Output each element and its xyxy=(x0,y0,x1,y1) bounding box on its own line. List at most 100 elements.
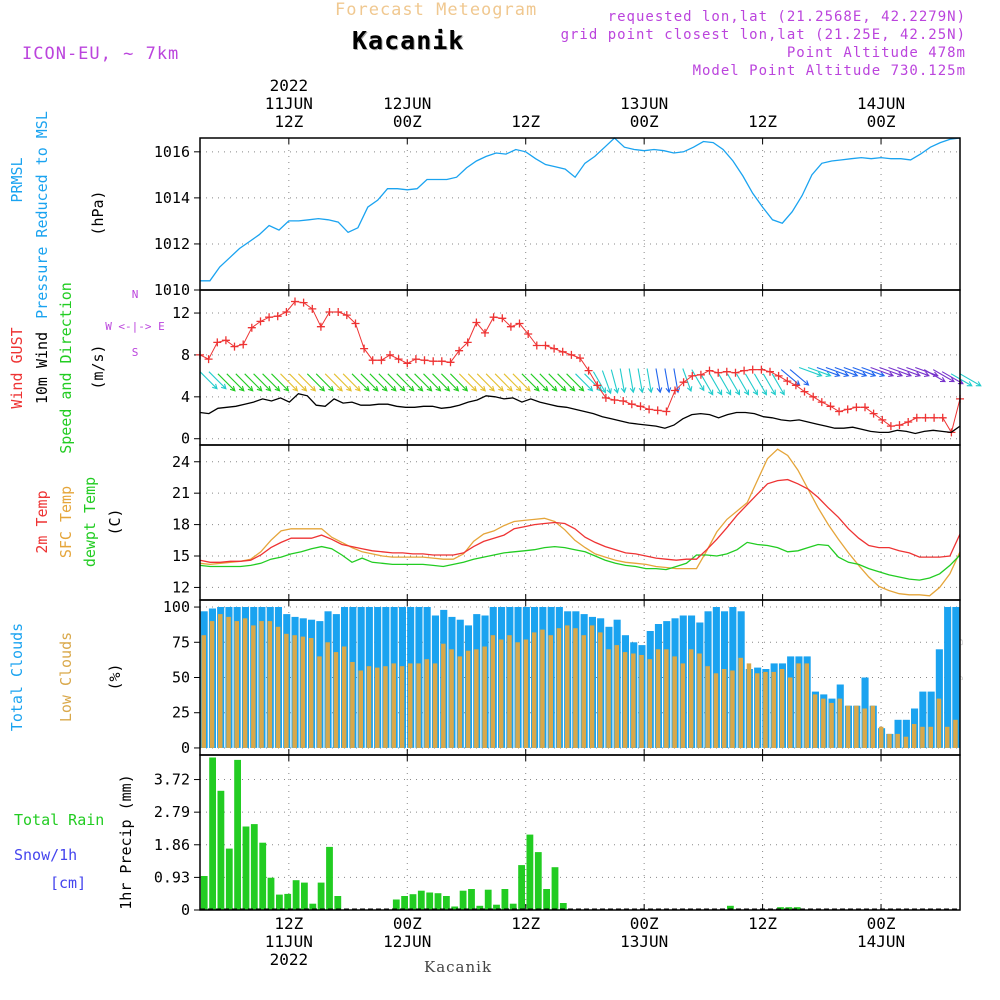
low-clouds-bar xyxy=(763,671,768,748)
low-clouds-bar xyxy=(903,736,909,748)
ytick-label-clouds: 25 xyxy=(172,704,190,722)
ytick-label-clouds: 50 xyxy=(172,669,190,687)
rain-bar xyxy=(476,905,484,910)
top-time-label: 11JUN xyxy=(265,94,313,113)
wind-direction-arrow xyxy=(879,366,904,378)
gust-marker xyxy=(878,415,887,424)
low-clouds-bar xyxy=(416,663,421,748)
top-time-label: 00Z xyxy=(393,112,422,131)
low-clouds-bar xyxy=(432,663,438,748)
gust-marker xyxy=(368,356,377,365)
low-clouds-bar xyxy=(598,632,603,748)
low-clouds-bar xyxy=(457,656,463,748)
wind-direction-arrow xyxy=(539,373,558,392)
wind-direction-arrow xyxy=(789,369,810,386)
low-clouds-bar xyxy=(515,642,520,748)
gust-marker xyxy=(256,317,265,326)
low-clouds-bar xyxy=(391,663,396,748)
low-clouds-bar xyxy=(325,642,330,748)
label-10m-wind: 10m Wind xyxy=(33,332,51,404)
bottom-time-label: 12Z xyxy=(274,914,303,933)
wind-direction-arrow xyxy=(566,373,585,392)
low-clouds-bar xyxy=(201,635,206,748)
low-clouds-bar xyxy=(920,726,925,748)
info-line-1: requested lon,lat (21.2568E, 42.2279N) xyxy=(607,9,966,25)
label-wind-gust: Wind GUST xyxy=(8,327,26,408)
gust-marker xyxy=(291,297,299,306)
low-clouds-bar xyxy=(482,646,487,748)
low-clouds-bar xyxy=(399,666,405,748)
top-time-label: 00Z xyxy=(867,112,896,131)
wind-direction-arrow xyxy=(324,373,343,392)
gust-marker xyxy=(386,350,394,359)
low-clouds-bar xyxy=(829,702,834,748)
wind-direction-arrow xyxy=(441,373,460,392)
gust-marker xyxy=(446,358,455,367)
gust-marker xyxy=(498,314,507,323)
wind-direction-arrow xyxy=(315,373,335,392)
wind-direction-arrow xyxy=(825,366,850,378)
gust-marker xyxy=(411,355,420,364)
wind-direction-arrow xyxy=(262,373,281,392)
low-clouds-bar xyxy=(333,652,339,748)
gust-marker xyxy=(791,381,800,390)
ytick-label-wind: 8 xyxy=(181,346,190,364)
gust-marker xyxy=(912,413,921,422)
wind-direction-arrow xyxy=(289,373,308,392)
wind-direction-arrow xyxy=(637,368,645,394)
info-line-4: Model Point Altitude 730.125m xyxy=(692,63,966,79)
wind-direction-arrow xyxy=(915,366,939,378)
rain-bar xyxy=(200,876,208,910)
low-clouds-bar xyxy=(721,669,727,748)
low-clouds-bar xyxy=(341,646,347,748)
wind-direction-arrow xyxy=(861,366,886,378)
gust-marker xyxy=(688,371,697,380)
wind-direction-arrow xyxy=(414,373,433,392)
low-clouds-bar xyxy=(275,626,281,748)
wind-direction-arrow xyxy=(387,373,406,392)
wind-direction-arrow xyxy=(199,371,218,390)
gust-marker xyxy=(558,347,567,356)
ytick-label-pressure: 1010 xyxy=(154,281,190,299)
ytick-label-precipitation: 2.79 xyxy=(154,803,190,821)
top-time-label: 12JUN xyxy=(383,94,431,113)
wind-direction-arrow xyxy=(557,373,576,392)
label-2m-temp: 2m Temp xyxy=(33,490,51,553)
rain-bar xyxy=(292,880,300,910)
low-clouds-bar xyxy=(862,708,867,748)
wind-direction-arrow xyxy=(369,373,388,392)
gust-marker xyxy=(722,367,731,376)
rain-bar xyxy=(276,894,283,910)
gust-marker xyxy=(308,304,317,313)
low-clouds-bar xyxy=(474,649,479,748)
gust-marker xyxy=(541,341,550,350)
wind-direction-arrow xyxy=(816,366,841,378)
panel-bg-wind xyxy=(200,290,960,445)
low-clouds-bar xyxy=(284,633,289,748)
wind-direction-arrow xyxy=(691,369,705,392)
label-1hr-precip: 1hr Precip (mm) xyxy=(117,774,135,909)
label-speed-direction: Speed and Direction xyxy=(57,282,75,454)
rain-bar xyxy=(392,899,400,910)
gust-marker xyxy=(437,357,446,366)
gust-marker xyxy=(671,386,679,395)
rain-bar xyxy=(509,903,517,910)
low-clouds-bar xyxy=(251,625,256,748)
ytick-label-clouds: 0 xyxy=(181,739,190,757)
series-sfc-temp-line xyxy=(199,448,961,597)
series-prmsl-line xyxy=(200,137,961,282)
gust-marker xyxy=(316,322,325,331)
low-clouds-bar xyxy=(887,733,892,748)
low-clouds-bar xyxy=(292,635,297,748)
footer-label: Kacanik xyxy=(424,958,493,976)
low-clouds-bar xyxy=(837,698,843,748)
gust-marker xyxy=(757,365,766,374)
rain-bar xyxy=(309,903,317,910)
gust-marker xyxy=(377,356,386,365)
label-pressure-msl: Pressure Reduced to MSL xyxy=(33,111,51,319)
wind-direction-arrow xyxy=(226,373,245,392)
low-clouds-bar xyxy=(540,629,545,748)
wind-direction-arrow xyxy=(280,373,299,392)
ytick-label-pressure: 1016 xyxy=(154,143,190,161)
label-ms: (m/s) xyxy=(89,344,107,389)
